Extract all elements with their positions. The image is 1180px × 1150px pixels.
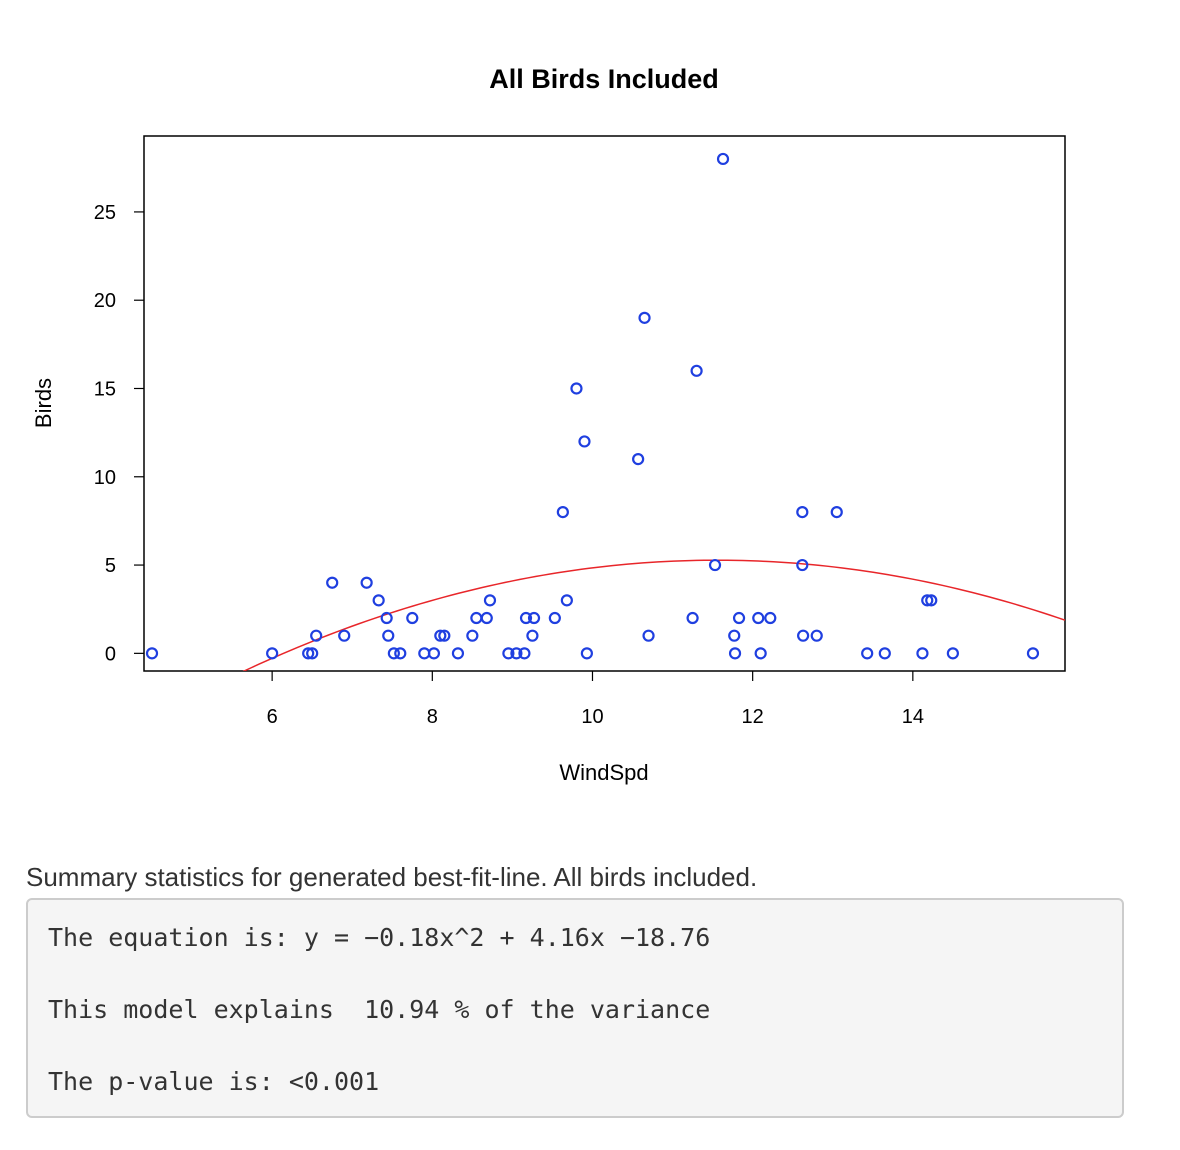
x-tick-label: 12 (742, 706, 764, 728)
y-axis: 0 5 10 15 20 25 (94, 202, 144, 665)
data-point (830, 505, 843, 519)
x-tick-label: 6 (267, 706, 278, 728)
data-point (548, 611, 561, 625)
data-point (716, 152, 730, 166)
data-point (556, 505, 569, 519)
y-tick-label: 15 (94, 378, 116, 400)
data-point (510, 647, 523, 660)
data-point (810, 629, 823, 642)
data-point (796, 505, 809, 519)
chart-title: All Birds Included (489, 64, 719, 94)
data-point (387, 647, 400, 660)
data-point (360, 576, 373, 589)
y-tick-label: 25 (94, 202, 116, 224)
data-point (642, 629, 655, 642)
data-point (406, 611, 419, 625)
data-point (326, 576, 339, 589)
data-point (580, 647, 593, 660)
data-point (145, 647, 159, 660)
variance-line: This model explains 10.94 % of the varia… (48, 995, 711, 1024)
data-point (764, 611, 777, 625)
x-axis-label: WindSpd (559, 760, 648, 785)
data-point (752, 611, 765, 625)
data-point (527, 611, 541, 625)
data-point (578, 435, 591, 448)
data-point (394, 647, 407, 660)
x-tick-label: 8 (427, 706, 438, 728)
summary-output-box: The equation is: y = −0.18x^2 + 4.16x −1… (26, 898, 1124, 1118)
x-axis: 6 8 10 12 14 (267, 671, 924, 728)
data-point (797, 629, 810, 642)
data-point (925, 594, 938, 607)
data-point (266, 647, 279, 660)
data-point (480, 611, 493, 625)
data-point (526, 629, 539, 642)
data-point (306, 647, 319, 660)
data-point (732, 611, 746, 625)
data-point (518, 647, 531, 660)
data-point (502, 647, 515, 660)
equation-line: The equation is: y = −0.18x^2 + 4.16x −1… (48, 923, 711, 952)
data-point (861, 647, 874, 660)
y-tick-label: 20 (94, 290, 116, 312)
data-point (438, 629, 451, 642)
data-point (708, 558, 722, 572)
data-point (878, 647, 891, 660)
data-point (1026, 647, 1040, 660)
data-point (560, 594, 573, 607)
data-point (519, 611, 533, 625)
summary-caption: Summary statistics for generated best-fi… (26, 862, 758, 892)
y-tick-label: 0 (105, 643, 116, 665)
y-axis-label: Birds (31, 378, 56, 428)
data-point (483, 594, 497, 607)
data-point (434, 629, 447, 642)
best-fit-curve (242, 559, 1065, 671)
data-point (380, 611, 393, 625)
y-tick-label: 10 (94, 467, 116, 489)
data-point (418, 647, 431, 660)
data-point (916, 647, 929, 660)
data-point (466, 629, 479, 642)
data-point (728, 629, 741, 642)
x-tick-label: 14 (902, 706, 924, 728)
pvalue-line: The p-value is: <0.001 (48, 1067, 380, 1096)
data-point (686, 611, 699, 625)
scatter-plot: All Birds Included 6 8 10 12 14 0 5 10 15 20 25 W… (31, 64, 1066, 785)
data-point (427, 647, 441, 660)
data-point (921, 594, 934, 607)
data-point (728, 647, 742, 660)
data-point (638, 311, 651, 324)
data-point (302, 647, 315, 660)
data-point (754, 647, 767, 660)
y-tick-label: 5 (105, 555, 116, 577)
data-point (451, 647, 465, 660)
x-tick-label: 10 (581, 706, 603, 728)
data-point (690, 364, 703, 377)
data-point (382, 629, 395, 642)
data-point (632, 453, 645, 466)
plot-frame (143, 135, 1066, 672)
data-point (338, 629, 351, 642)
data-point (946, 647, 959, 660)
data-point (310, 629, 323, 642)
data-point (796, 558, 809, 572)
data-point (470, 611, 483, 625)
data-point (570, 382, 583, 395)
data-point (372, 594, 385, 607)
